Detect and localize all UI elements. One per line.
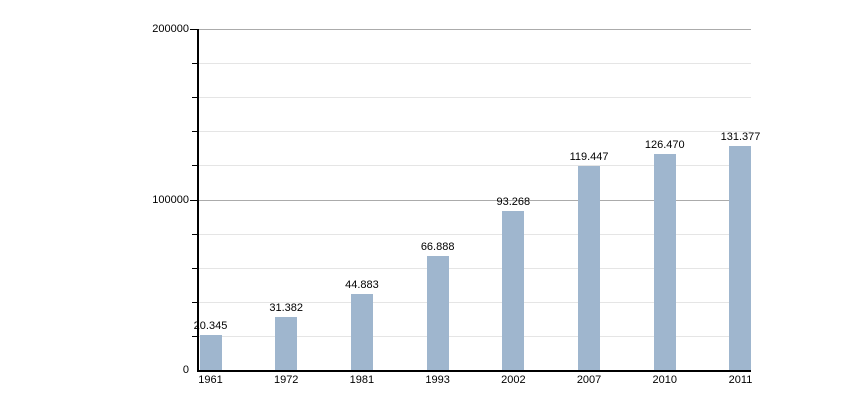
- gridline-minor: [199, 165, 751, 166]
- bar-value-label: 131.377: [720, 131, 761, 143]
- bar: [350, 293, 373, 370]
- x-axis-label: 2007: [576, 374, 602, 386]
- y-axis-tick: [192, 165, 197, 166]
- bar-value-label: 44.883: [345, 278, 379, 291]
- bar: [502, 211, 525, 370]
- bar-value-label: 20.345: [193, 320, 228, 333]
- bar: [426, 256, 449, 370]
- gridline-minor: [199, 268, 751, 269]
- gridline-minor: [199, 63, 751, 64]
- bar: [275, 316, 298, 370]
- bar: [729, 146, 752, 370]
- y-axis-label: 0: [182, 364, 189, 376]
- gridline-minor: [199, 97, 751, 98]
- y-axis-tick: [192, 302, 197, 303]
- y-axis-tick: [192, 97, 197, 98]
- y-axis-tick: [192, 63, 197, 64]
- bar-value-label: 119.447: [569, 151, 609, 164]
- y-axis-tick: [192, 234, 197, 235]
- bar-value-label: 31.382: [269, 301, 304, 314]
- y-axis-label: 100000: [152, 194, 189, 206]
- bar: [653, 154, 676, 370]
- y-axis-tick: [192, 268, 197, 269]
- gridline-major: [199, 29, 751, 30]
- x-axis-label: 1972: [273, 374, 299, 386]
- x-axis-label: 1993: [425, 374, 450, 386]
- gridline-minor: [199, 302, 751, 303]
- x-axis-label: 2010: [652, 374, 678, 386]
- y-axis-tick: [190, 200, 197, 201]
- gridline-minor: [199, 336, 751, 337]
- bar: [578, 166, 601, 370]
- y-axis-tick: [190, 29, 197, 30]
- bar-value-label: 93.268: [496, 196, 531, 208]
- gridline-major: [199, 200, 751, 201]
- gridline-minor: [199, 131, 751, 132]
- x-axis-label: 1981: [349, 374, 375, 386]
- x-axis-label: 2011: [728, 374, 753, 386]
- bar-value-label: 126.470: [644, 139, 685, 152]
- y-axis-label: 200000: [152, 23, 189, 35]
- x-axis-label: 2002: [501, 374, 526, 386]
- x-axis-label: 1961: [198, 374, 223, 386]
- y-axis-tick: [192, 336, 197, 337]
- y-axis-tick: [192, 131, 197, 132]
- bar-value-label: 66.888: [420, 241, 455, 253]
- plot-area: 20.345 31.382 44.883 66.888 93.268 119.447 126…: [194, 29, 760, 372]
- bar: [199, 335, 222, 370]
- gridline-minor: [199, 234, 751, 235]
